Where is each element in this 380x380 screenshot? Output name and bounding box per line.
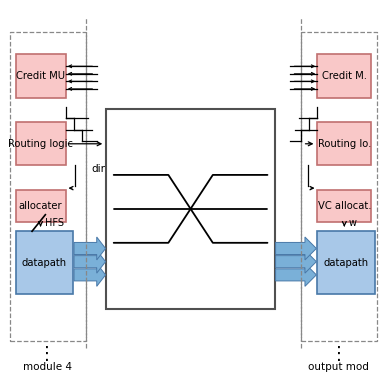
Text: w: w [349,218,357,228]
FancyBboxPatch shape [16,190,65,222]
FancyBboxPatch shape [317,231,375,294]
FancyArrow shape [74,250,106,273]
FancyBboxPatch shape [16,122,65,165]
Text: dir: dir [92,164,106,174]
Text: Routing logic: Routing logic [8,139,73,149]
Text: Credit MU: Credit MU [16,71,65,81]
FancyArrow shape [276,250,317,273]
Text: Credit M.: Credit M. [322,71,367,81]
FancyBboxPatch shape [106,109,275,309]
FancyBboxPatch shape [16,54,65,98]
FancyArrow shape [276,237,317,260]
Text: VC allocat.: VC allocat. [318,201,371,211]
Text: output mod: output mod [308,362,369,372]
FancyBboxPatch shape [317,122,371,165]
FancyBboxPatch shape [317,190,371,222]
FancyArrow shape [276,263,317,287]
Text: datapath: datapath [22,258,67,268]
FancyBboxPatch shape [317,54,371,98]
Text: ⋮: ⋮ [38,345,56,363]
Text: module 4: module 4 [22,362,71,372]
FancyArrow shape [74,263,106,287]
Text: Routing lo.: Routing lo. [318,139,371,149]
Text: datapath: datapath [324,258,369,268]
Text: HFS: HFS [45,218,64,228]
Text: allocater: allocater [19,201,62,211]
FancyArrow shape [74,237,106,260]
Text: ⋮: ⋮ [330,345,348,363]
FancyBboxPatch shape [16,231,73,294]
